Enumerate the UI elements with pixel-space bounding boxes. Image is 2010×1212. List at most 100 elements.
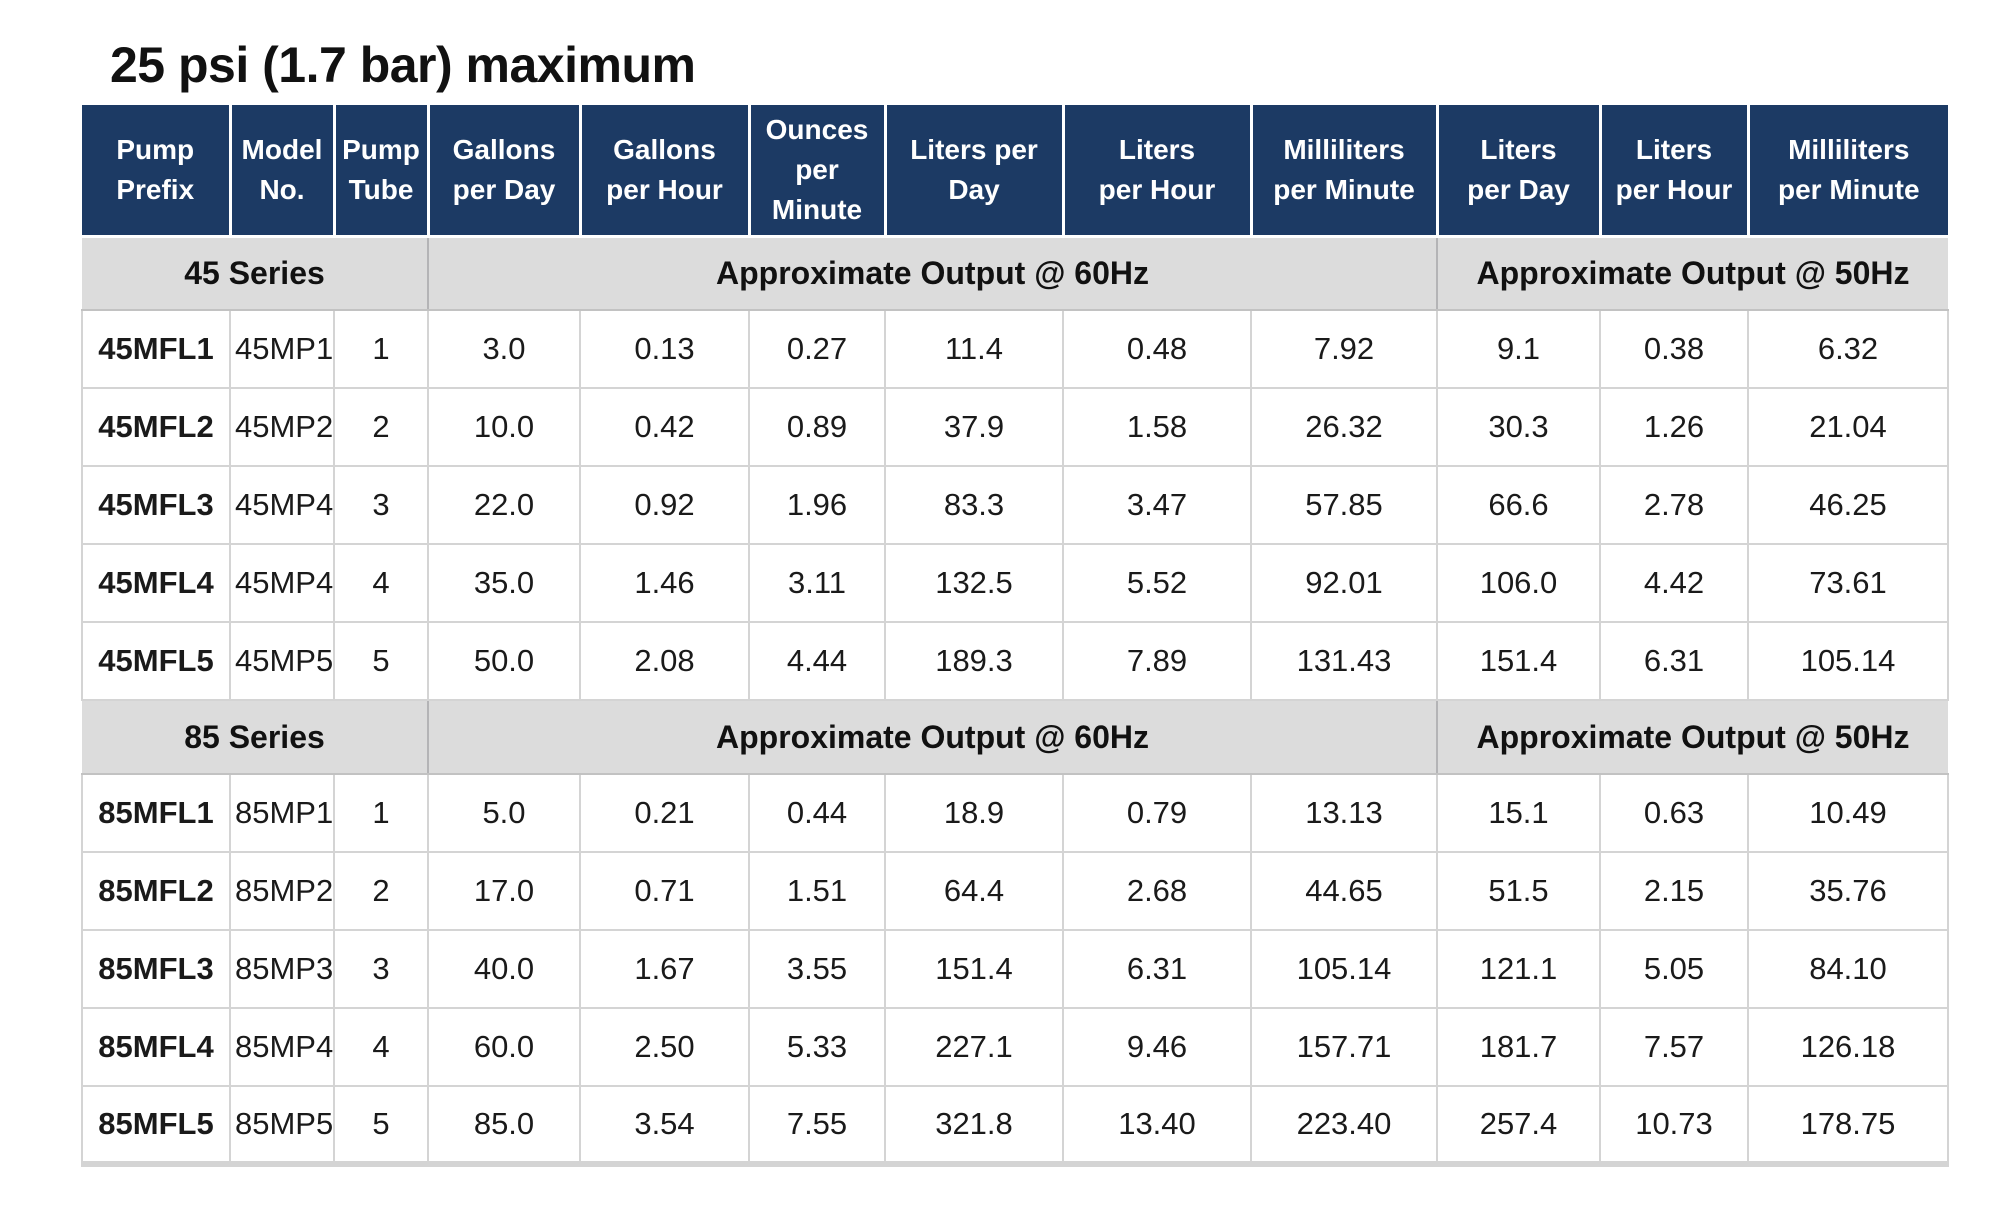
cell-liters-per-hour-50hz: 10.73 bbox=[1599, 1085, 1749, 1165]
cell-milliliters-per-minute-60hz: 131.43 bbox=[1250, 621, 1438, 701]
cell-liters-per-hour-50hz: 4.42 bbox=[1599, 543, 1749, 623]
cell-model-no: 45MP2 bbox=[229, 387, 335, 467]
output-50hz-label: Approximate Output @ 50Hz bbox=[1436, 700, 1948, 775]
cell-milliliters-per-minute-50hz: 35.76 bbox=[1747, 851, 1949, 931]
cell-pump-prefix: 85MFL2 bbox=[81, 851, 231, 931]
cell-ounces-per-minute-60hz: 1.51 bbox=[748, 851, 886, 931]
cell-milliliters-per-minute-60hz: 13.13 bbox=[1250, 773, 1438, 853]
cell-liters-per-day-50hz: 51.5 bbox=[1436, 851, 1601, 931]
cell-liters-per-hour-60hz: 1.58 bbox=[1062, 387, 1252, 467]
cell-liters-per-hour-50hz: 5.05 bbox=[1599, 929, 1749, 1009]
cell-pump-tube: 5 bbox=[333, 621, 429, 701]
cell-gallons-per-hour-60hz: 0.92 bbox=[579, 465, 750, 545]
cell-gallons-per-day-60hz: 85.0 bbox=[427, 1085, 581, 1165]
cell-milliliters-per-minute-50hz: 10.49 bbox=[1747, 773, 1949, 853]
cell-gallons-per-hour-60hz: 2.50 bbox=[579, 1007, 750, 1087]
cell-milliliters-per-minute-50hz: 126.18 bbox=[1747, 1007, 1949, 1087]
cell-liters-per-day-60hz: 11.4 bbox=[884, 309, 1064, 389]
cell-ounces-per-minute-60hz: 0.44 bbox=[748, 773, 886, 853]
cell-liters-per-hour-60hz: 9.46 bbox=[1062, 1007, 1252, 1087]
cell-liters-per-day-50hz: 9.1 bbox=[1436, 309, 1601, 389]
cell-liters-per-hour-50hz: 1.26 bbox=[1599, 387, 1749, 467]
cell-milliliters-per-minute-50hz: 46.25 bbox=[1747, 465, 1949, 545]
series-label: 85 Series bbox=[82, 700, 428, 775]
column-header-pump-tube: Pump Tube bbox=[334, 105, 430, 238]
column-header-model-no: Model No. bbox=[230, 105, 336, 238]
column-header-ounces-per-minute-60hz: Ounces per Minute bbox=[749, 105, 887, 238]
cell-pump-prefix: 45MFL4 bbox=[81, 543, 231, 623]
cell-liters-per-day-60hz: 37.9 bbox=[884, 387, 1064, 467]
cell-milliliters-per-minute-60hz: 105.14 bbox=[1250, 929, 1438, 1009]
cell-milliliters-per-minute-50hz: 105.14 bbox=[1747, 621, 1949, 701]
cell-liters-per-day-50hz: 15.1 bbox=[1436, 773, 1601, 853]
cell-liters-per-hour-60hz: 2.68 bbox=[1062, 851, 1252, 931]
cell-model-no: 45MP5 bbox=[229, 621, 335, 701]
column-header-pump-prefix: Pump Prefix bbox=[82, 105, 232, 238]
cell-gallons-per-day-60hz: 50.0 bbox=[427, 621, 581, 701]
cell-liters-per-hour-60hz: 7.89 bbox=[1062, 621, 1252, 701]
cell-pump-prefix: 45MFL5 bbox=[81, 621, 231, 701]
cell-liters-per-day-60hz: 189.3 bbox=[884, 621, 1064, 701]
cell-liters-per-day-50hz: 257.4 bbox=[1436, 1085, 1601, 1165]
table-body: 45 Series Approximate Output @ 60Hz Approx… bbox=[81, 236, 1949, 1165]
cell-pump-tube: 1 bbox=[333, 773, 429, 853]
cell-gallons-per-day-60hz: 10.0 bbox=[427, 387, 581, 467]
cell-gallons-per-day-60hz: 60.0 bbox=[427, 1007, 581, 1087]
cell-liters-per-day-50hz: 30.3 bbox=[1436, 387, 1601, 467]
cell-gallons-per-day-60hz: 22.0 bbox=[427, 465, 581, 545]
cell-liters-per-day-50hz: 106.0 bbox=[1436, 543, 1601, 623]
cell-milliliters-per-minute-60hz: 44.65 bbox=[1250, 851, 1438, 931]
cell-liters-per-day-60hz: 321.8 bbox=[884, 1085, 1064, 1165]
page-title: 25 psi (1.7 bar) maximum bbox=[110, 37, 696, 93]
section-row-85-series: 85 Series Approximate Output @ 60Hz Approx… bbox=[82, 700, 1948, 775]
cell-pump-prefix: 85MFL3 bbox=[81, 929, 231, 1009]
cell-pump-prefix: 85MFL1 bbox=[81, 773, 231, 853]
cell-model-no: 85MP4 bbox=[229, 1007, 335, 1087]
cell-pump-tube: 4 bbox=[333, 543, 429, 623]
cell-liters-per-day-50hz: 121.1 bbox=[1436, 929, 1601, 1009]
cell-gallons-per-day-60hz: 17.0 bbox=[427, 851, 581, 931]
cell-pump-prefix: 45MFL1 bbox=[81, 309, 231, 389]
cell-milliliters-per-minute-60hz: 157.71 bbox=[1250, 1007, 1438, 1087]
cell-liters-per-hour-60hz: 13.40 bbox=[1062, 1085, 1252, 1165]
cell-pump-tube: 2 bbox=[333, 851, 429, 931]
table-row: 85MFL4 85MP4 4 60.0 2.50 5.33 227.1 9.46 157.71 1… bbox=[81, 1007, 1949, 1087]
cell-liters-per-hour-50hz: 0.38 bbox=[1599, 309, 1749, 389]
cell-ounces-per-minute-60hz: 5.33 bbox=[748, 1007, 886, 1087]
cell-liters-per-day-50hz: 66.6 bbox=[1436, 465, 1601, 545]
table-row: 85MFL2 85MP2 2 17.0 0.71 1.51 64.4 2.68 44.65 51.… bbox=[81, 851, 1949, 931]
table-row: 85MFL1 85MP1 1 5.0 0.21 0.44 18.9 0.79 13.13 15.1… bbox=[81, 773, 1949, 853]
cell-ounces-per-minute-60hz: 1.96 bbox=[748, 465, 886, 545]
cell-gallons-per-hour-60hz: 1.46 bbox=[579, 543, 750, 623]
cell-ounces-per-minute-60hz: 4.44 bbox=[748, 621, 886, 701]
table-header: Pump Prefix Model No. Pump Tube Gallons per … bbox=[82, 105, 1948, 238]
cell-ounces-per-minute-60hz: 0.89 bbox=[748, 387, 886, 467]
cell-liters-per-hour-60hz: 0.48 bbox=[1062, 309, 1252, 389]
cell-liters-per-day-60hz: 64.4 bbox=[884, 851, 1064, 931]
cell-milliliters-per-minute-50hz: 73.61 bbox=[1747, 543, 1949, 623]
cell-model-no: 85MP1 bbox=[229, 773, 335, 853]
cell-gallons-per-hour-60hz: 3.54 bbox=[579, 1085, 750, 1165]
column-header-liters-per-hour-60hz: Liters per Hour bbox=[1063, 105, 1253, 238]
cell-pump-prefix: 45MFL2 bbox=[81, 387, 231, 467]
cell-liters-per-hour-50hz: 2.78 bbox=[1599, 465, 1749, 545]
cell-milliliters-per-minute-60hz: 7.92 bbox=[1250, 309, 1438, 389]
cell-milliliters-per-minute-60hz: 57.85 bbox=[1250, 465, 1438, 545]
cell-liters-per-hour-60hz: 6.31 bbox=[1062, 929, 1252, 1009]
output-50hz-label: Approximate Output @ 50Hz bbox=[1436, 236, 1948, 311]
output-60hz-label: Approximate Output @ 60Hz bbox=[427, 236, 1437, 311]
column-header-row: Pump Prefix Model No. Pump Tube Gallons per … bbox=[82, 105, 1948, 238]
cell-gallons-per-day-60hz: 5.0 bbox=[427, 773, 581, 853]
cell-milliliters-per-minute-60hz: 92.01 bbox=[1250, 543, 1438, 623]
column-header-liters-per-hour-50hz: Liters per Hour bbox=[1600, 105, 1750, 238]
table-row: 45MFL4 45MP4 4 35.0 1.46 3.11 132.5 5.52 92.01 10… bbox=[81, 543, 1949, 623]
cell-gallons-per-hour-60hz: 2.08 bbox=[579, 621, 750, 701]
cell-model-no: 85MP5 bbox=[229, 1085, 335, 1165]
cell-milliliters-per-minute-50hz: 178.75 bbox=[1747, 1085, 1949, 1165]
cell-pump-prefix: 85MFL4 bbox=[81, 1007, 231, 1087]
column-header-liters-per-day-50hz: Liters per Day bbox=[1437, 105, 1602, 238]
cell-liters-per-day-60hz: 151.4 bbox=[884, 929, 1064, 1009]
column-header-milliliters-per-minute-50hz: Milliliters per Minute bbox=[1748, 105, 1948, 238]
output-60hz-label: Approximate Output @ 60Hz bbox=[427, 700, 1437, 775]
cell-liters-per-hour-50hz: 2.15 bbox=[1599, 851, 1749, 931]
